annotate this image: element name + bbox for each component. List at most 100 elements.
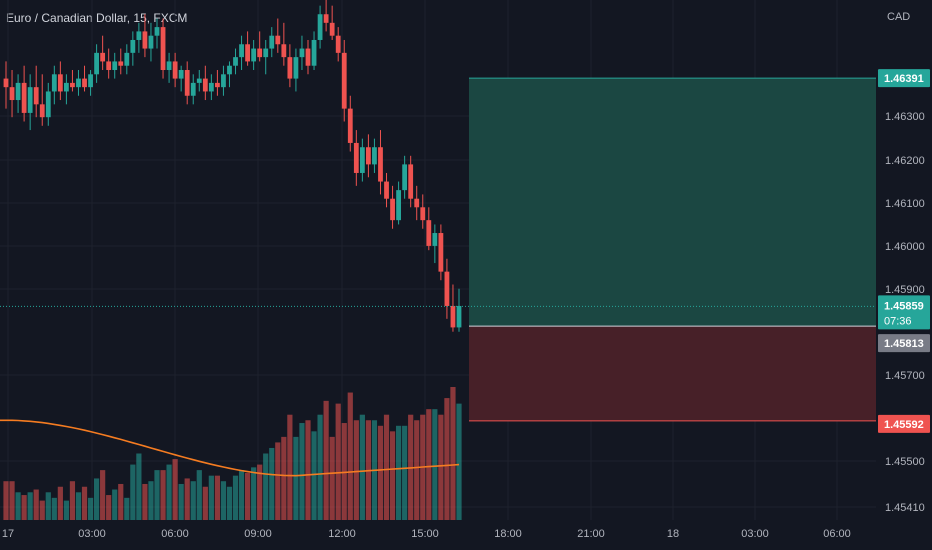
candle-body [64, 82, 69, 92]
candle [299, 35, 305, 71]
volume-bar [402, 425, 408, 520]
time-tick-label: 06:00 [823, 528, 851, 540]
candle-body [142, 31, 148, 49]
volume-bar [377, 425, 384, 520]
candle [353, 130, 359, 186]
volume-bar [160, 470, 166, 520]
candle [372, 138, 377, 173]
candle [221, 65, 226, 96]
candle-body [263, 48, 269, 58]
candle [366, 134, 371, 178]
candle-body [148, 35, 154, 49]
candle-body [130, 39, 136, 53]
entry-label-text: 1.45813 [884, 338, 924, 350]
candle [317, 5, 323, 49]
candle-body [353, 142, 359, 173]
volume-bar [432, 409, 438, 520]
price-tick-label: 1.46300 [885, 111, 925, 123]
volume-bar [214, 475, 220, 520]
volume-bar [75, 492, 82, 520]
candle-body [456, 305, 462, 328]
candle-body [154, 27, 160, 36]
candle-body [359, 147, 365, 173]
volume-bar [124, 497, 130, 520]
candle-body [335, 35, 341, 53]
loss-zone [469, 326, 876, 421]
candle-body [251, 48, 257, 62]
time-tick-label: 12:00 [328, 528, 356, 540]
candle-body [287, 57, 293, 79]
candle [444, 258, 450, 319]
candle [293, 48, 299, 92]
time-tick-label: 03:00 [78, 528, 106, 540]
candle-body [184, 70, 190, 96]
take-profit-label-box [878, 69, 930, 88]
volume-bar [275, 442, 281, 520]
candle [160, 18, 166, 79]
volume-bar [9, 481, 15, 520]
candle [184, 61, 190, 105]
volume-moving-average [0, 419, 460, 477]
candle [287, 44, 293, 88]
price-axis[interactable]: CAD 1.463001.462001.461001.460001.459001… [878, 11, 930, 514]
entry-label-box [878, 334, 930, 353]
volume-bar [263, 453, 269, 520]
candle-body [39, 104, 45, 118]
candle-body [311, 39, 317, 66]
candle-body [178, 70, 184, 79]
candle-body [323, 14, 329, 23]
candle-body [299, 48, 305, 58]
candle-body [245, 44, 250, 62]
candle-body [239, 44, 244, 58]
last-price-label-box [878, 295, 930, 330]
volume-bar [196, 470, 202, 520]
candle-body [402, 164, 408, 191]
entry-label: 1.45813 [878, 334, 930, 353]
volume-bar [329, 436, 335, 520]
candle [281, 22, 287, 66]
candle-body [88, 74, 93, 88]
candle-body [257, 48, 263, 58]
candle [329, 5, 335, 40]
candle-body [317, 14, 323, 40]
candle-body [420, 207, 426, 221]
candle [450, 284, 456, 332]
volume-bar [51, 497, 57, 520]
candle [335, 27, 341, 62]
volume-bar [305, 420, 311, 520]
volume-bar [317, 414, 323, 520]
candle [426, 207, 432, 251]
time-tick-label: 09:00 [244, 528, 272, 540]
price-tick-label: 1.45500 [885, 456, 925, 468]
candle [202, 65, 208, 101]
volume-bar [335, 403, 341, 520]
volume-bar [148, 481, 154, 520]
volume-bar [172, 459, 178, 520]
candle [347, 95, 353, 152]
time-tick-label: 15:00 [411, 528, 439, 540]
volume-bar [220, 481, 227, 520]
volume-bar [311, 431, 317, 520]
candle-body [9, 87, 15, 101]
candle-body [450, 305, 456, 328]
candle-body [124, 52, 130, 66]
candle-body [208, 82, 214, 92]
candle-body [432, 233, 438, 246]
time-axis[interactable]: 17 03:00 06:00 09:00 12:00 15:00 18:00 21:00 18 0… [2, 528, 851, 540]
candle [378, 130, 383, 195]
volume-bar [166, 464, 172, 520]
candle-body [45, 91, 51, 118]
candle [166, 52, 172, 83]
candle-body [329, 22, 335, 36]
volume-bar [257, 464, 263, 520]
time-tick-label: 18:00 [494, 528, 522, 540]
volume-bar [341, 423, 347, 520]
volume-bar [269, 447, 275, 520]
candle [88, 70, 93, 96]
candle [311, 31, 317, 71]
volume-bar [112, 489, 118, 520]
volume-bars [3, 387, 462, 520]
candle-body [366, 147, 371, 165]
candle [130, 31, 136, 66]
